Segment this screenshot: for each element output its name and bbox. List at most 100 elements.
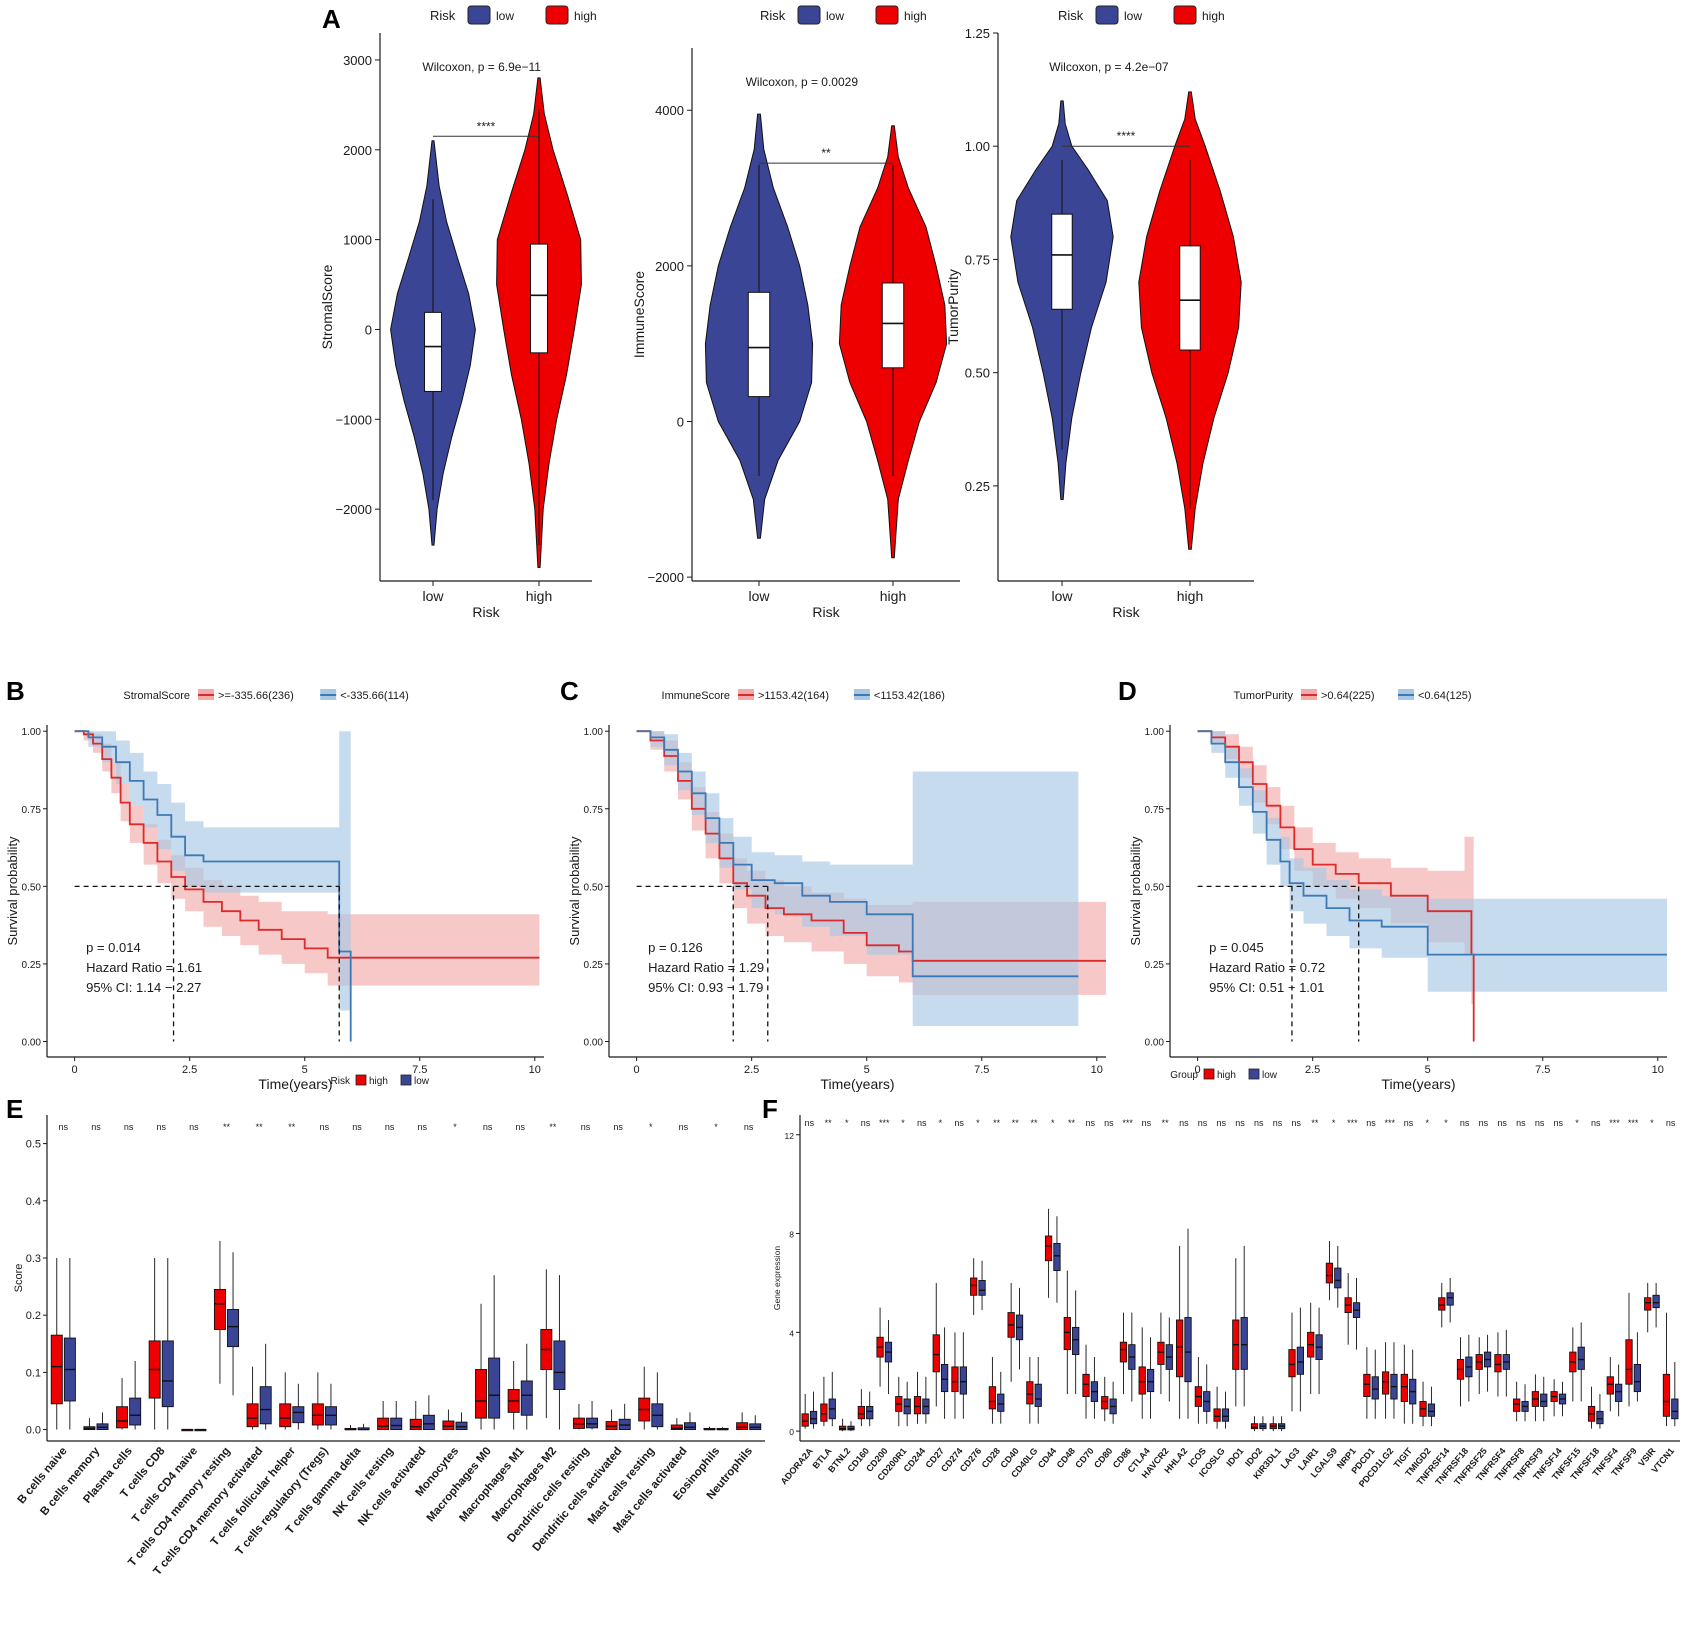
significance-label: **	[993, 1118, 1001, 1128]
legend-key-low	[1248, 1068, 1260, 1080]
y-tick-label: 0.75	[1145, 805, 1165, 816]
box-high	[213, 1288, 226, 1330]
legend-label-high: high	[1217, 1070, 1236, 1081]
km-stat: 95% CI: 0.51 − 1.01	[1209, 980, 1324, 995]
significance-label: ns	[613, 1122, 623, 1132]
box-low	[1615, 1383, 1623, 1402]
y-tick-label: 4	[789, 1328, 794, 1338]
km-stat: Hazard Ratio = 1.29	[648, 960, 764, 975]
legend-key-low	[467, 5, 491, 25]
significance-label: ns	[156, 1122, 166, 1132]
legend-label-low: low	[1124, 9, 1142, 23]
significance-label: ns	[1198, 1118, 1208, 1128]
box-low	[1577, 1346, 1585, 1370]
significance-label: ns	[861, 1118, 871, 1128]
significance-stars: **	[821, 146, 831, 160]
km-stat: p = 0.045	[1209, 940, 1264, 955]
significance-label: ns	[744, 1122, 754, 1132]
box-low	[292, 1406, 305, 1424]
box-low	[586, 1417, 599, 1429]
y-tick-label: 0.5	[26, 1139, 41, 1151]
legend-label-high: high	[1202, 9, 1225, 23]
y-tick-label: 0.0	[26, 1425, 41, 1437]
box-low	[1221, 1408, 1230, 1422]
significance-label: ns	[1554, 1118, 1564, 1128]
y-tick-label: 4000	[655, 103, 684, 118]
km-stat: p = 0.014	[86, 940, 141, 955]
legend-title: Risk	[1058, 8, 1084, 23]
box-low	[520, 1380, 533, 1416]
y-tick-label: 1.00	[965, 139, 990, 154]
category-label: CD28	[980, 1446, 1002, 1470]
significance-label: *	[976, 1118, 980, 1128]
x-tick-label: 7.5	[974, 1064, 989, 1076]
box-low	[1034, 1383, 1042, 1407]
significance-label: ns	[1404, 1118, 1414, 1128]
x-tick-label-low: low	[1051, 588, 1073, 604]
significance-label: ns	[1291, 1118, 1301, 1128]
x-axis-label: Time(years)	[820, 1076, 894, 1092]
x-axis-label: Risk	[812, 604, 840, 620]
significance-label: *	[845, 1118, 849, 1128]
y-axis-label: StromalScore	[319, 264, 335, 349]
box-high	[1138, 1366, 1146, 1395]
panel-letter-c: C	[560, 676, 579, 706]
significance-label: *	[901, 1118, 905, 1128]
box-high	[279, 1403, 292, 1428]
significance-label: ***	[879, 1118, 890, 1128]
y-tick-label: 0.75	[965, 252, 990, 267]
survival-curve-low	[1197, 730, 1667, 956]
legend-label: >=-335.66(236)	[218, 690, 294, 702]
y-tick-label: 12	[785, 1131, 795, 1141]
box-low	[1296, 1346, 1304, 1375]
box-high	[1325, 1262, 1334, 1284]
box-low	[1334, 1267, 1342, 1289]
km-chart-c: ImmuneScore >1153.42(164) <1153.42(186) p =…	[567, 689, 1106, 1092]
legend-label: <1153.42(186)	[874, 690, 945, 702]
x-tick-label: 2.5	[182, 1064, 197, 1076]
box-high	[1438, 1297, 1446, 1311]
box-low	[1053, 1242, 1061, 1272]
y-axis-label: Survival probability	[1128, 836, 1143, 946]
significance-label: ns	[1516, 1118, 1526, 1128]
box-high	[377, 1417, 390, 1431]
box-low	[1633, 1363, 1642, 1393]
significance-label: ns	[1235, 1118, 1245, 1128]
panel-letter-d: D	[1118, 676, 1137, 706]
box-high	[1606, 1376, 1614, 1395]
survival-curve-high	[1197, 730, 1475, 1042]
significance-label: ns	[1273, 1118, 1283, 1128]
significance-label: *	[1051, 1118, 1055, 1128]
box-low	[1184, 1317, 1192, 1383]
box-low	[683, 1422, 696, 1431]
box-high	[530, 243, 548, 354]
significance-label: ns	[1142, 1118, 1152, 1128]
significance-label: ns	[1085, 1118, 1095, 1128]
y-tick-label: 0.50	[965, 366, 990, 381]
y-tick-label: 1000	[343, 233, 372, 248]
significance-label: ns	[418, 1122, 428, 1132]
significance-label: ns	[483, 1122, 493, 1132]
y-tick-label: 0	[789, 1427, 794, 1437]
box-high	[1644, 1297, 1652, 1311]
violin-chart-3: Risk low high Wilcoxon, p = 4.2e−07 **** 0.25…	[945, 5, 1254, 620]
box-high	[970, 1277, 978, 1296]
significance-label: ns	[1666, 1118, 1676, 1128]
significance-label: **	[1068, 1118, 1076, 1128]
box-low	[1371, 1376, 1379, 1400]
y-tick-label: 0.00	[22, 1037, 42, 1048]
x-tick-label: 10	[529, 1064, 541, 1076]
x-tick-label: 10	[1652, 1064, 1664, 1076]
x-axis-label: Time(years)	[1381, 1076, 1455, 1092]
box-high	[409, 1418, 422, 1431]
box-low	[997, 1393, 1005, 1412]
survival-curve-low	[74, 730, 352, 1042]
legend-label: <-335.66(114)	[340, 690, 409, 702]
significance-label: ns	[679, 1122, 689, 1132]
box-low	[227, 1309, 240, 1348]
significance-label: ns	[581, 1122, 591, 1132]
box-low	[1146, 1368, 1155, 1393]
box-low	[488, 1357, 501, 1419]
category-label: CD48	[1055, 1446, 1077, 1470]
y-tick-label: 0.75	[584, 805, 604, 816]
